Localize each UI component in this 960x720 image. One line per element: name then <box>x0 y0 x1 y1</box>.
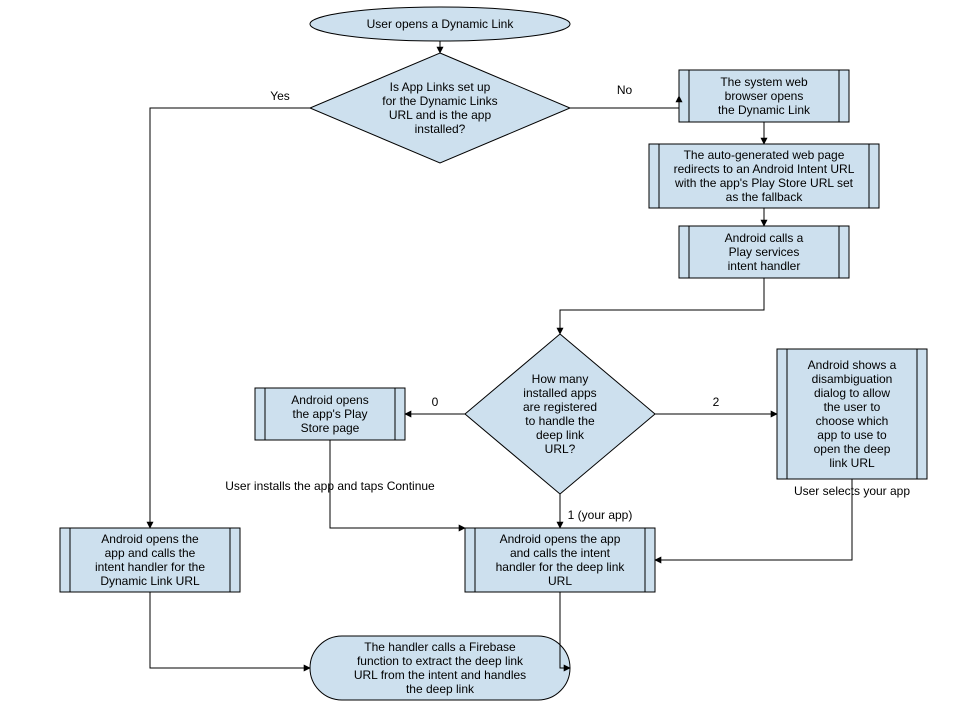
node-dec1: Is App Links set upfor the Dynamic Links… <box>310 53 570 163</box>
svg-text:the user to: the user to <box>824 400 881 414</box>
svg-text:The auto-generated web page: The auto-generated web page <box>684 148 845 162</box>
svg-text:open the deep: open the deep <box>814 442 891 456</box>
svg-text:User opens a Dynamic Link: User opens a Dynamic Link <box>367 17 515 31</box>
edge-label: User installs the app and taps Continue <box>225 479 435 493</box>
edge-label: 1 (your app) <box>568 508 633 522</box>
svg-text:How many: How many <box>532 372 589 386</box>
node-store: Android opensthe app's PlayStore page <box>255 388 405 440</box>
node-openDeep: Android opens the appand calls the inten… <box>465 528 655 592</box>
edge-label: Yes <box>270 89 290 103</box>
svg-text:Android opens: Android opens <box>291 393 368 407</box>
node-handler: The handler calls a Firebasefunction to … <box>310 636 570 700</box>
svg-text:app to use to: app to use to <box>817 428 887 442</box>
svg-text:URL?: URL? <box>545 442 576 456</box>
svg-text:Android opens the: Android opens the <box>101 532 199 546</box>
svg-text:function to extract the deep l: function to extract the deep link <box>357 654 524 668</box>
svg-text:installed apps: installed apps <box>523 386 596 400</box>
svg-text:Play services: Play services <box>729 245 800 259</box>
svg-text:dialog to allow: dialog to allow <box>814 386 890 400</box>
flowchart-canvas: User opens a Dynamic Link Is App Links se… <box>0 0 960 720</box>
svg-text:with the app's Play Store URL: with the app's Play Store URL set <box>674 176 854 190</box>
svg-text:disambiguation: disambiguation <box>812 372 893 386</box>
node-start: User opens a Dynamic Link <box>310 7 570 41</box>
svg-text:app and calls the: app and calls the <box>105 546 196 560</box>
svg-text:the app's Play: the app's Play <box>292 407 367 421</box>
svg-text:Android opens the app: Android opens the app <box>500 532 621 546</box>
svg-text:browser opens: browser opens <box>725 89 804 103</box>
svg-text:Android shows a: Android shows a <box>808 358 897 372</box>
node-disamb: Android shows adisambiguationdialog to a… <box>777 349 927 479</box>
edge-label: 0 <box>432 395 439 409</box>
edge-label: No <box>617 83 633 97</box>
svg-text:are registered: are registered <box>523 400 597 414</box>
svg-text:for the Dynamic Links: for the Dynamic Links <box>382 94 497 108</box>
node-dec2: How manyinstalled appsare registeredto h… <box>465 334 655 494</box>
node-browser: The system webbrowser opensthe Dynamic L… <box>679 70 849 122</box>
edge-poly <box>560 278 764 334</box>
svg-text:URL: URL <box>548 574 572 588</box>
edge-openDL-handler <box>150 592 310 668</box>
svg-text:deep link: deep link <box>536 428 585 442</box>
svg-text:the Dynamic Link: the Dynamic Link <box>718 103 811 117</box>
svg-text:The system web: The system web <box>720 75 808 89</box>
node-openDL: Android opens theapp and calls theintent… <box>60 528 240 592</box>
svg-text:Is App Links set up: Is App Links set up <box>390 80 491 94</box>
svg-text:link URL: link URL <box>829 456 875 470</box>
svg-text:Android calls a: Android calls a <box>725 231 804 245</box>
svg-text:to handle the: to handle the <box>525 414 595 428</box>
edge-label: User selects your app <box>794 484 910 498</box>
svg-text:and calls the intent: and calls the intent <box>510 546 611 560</box>
svg-text:Dynamic Link URL: Dynamic Link URL <box>100 574 200 588</box>
edge-dec1-browser <box>570 96 679 108</box>
svg-text:URL from the intent and handle: URL from the intent and handles <box>354 668 526 682</box>
svg-text:as the fallback: as the fallback <box>726 190 804 204</box>
node-playsvc: Android calls aPlay servicesintent handl… <box>679 226 849 278</box>
svg-text:redirects to an Android Intent: redirects to an Android Intent URL <box>674 162 855 176</box>
node-redirect: The auto-generated web pageredirects to … <box>649 144 879 208</box>
svg-text:choose which: choose which <box>816 414 889 428</box>
svg-text:handler for the deep link: handler for the deep link <box>496 560 626 574</box>
svg-text:intent handler for the: intent handler for the <box>95 560 205 574</box>
svg-text:installed?: installed? <box>415 122 466 136</box>
svg-text:Store page: Store page <box>301 421 360 435</box>
edge-poly <box>150 108 310 528</box>
svg-text:The handler calls a Firebase: The handler calls a Firebase <box>364 640 516 654</box>
svg-text:URL and is the app: URL and is the app <box>389 108 492 122</box>
svg-text:intent handler: intent handler <box>728 259 801 273</box>
edge-label: 2 <box>713 395 720 409</box>
svg-text:the deep link: the deep link <box>406 682 475 696</box>
